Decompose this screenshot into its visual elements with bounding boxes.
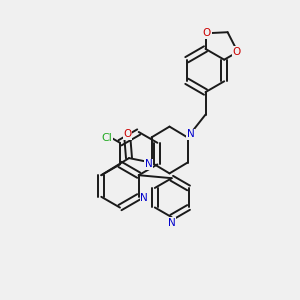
- Text: N: N: [145, 159, 152, 169]
- Text: N: N: [187, 129, 194, 140]
- Text: N: N: [140, 193, 148, 203]
- Text: O: O: [203, 28, 211, 38]
- Text: N: N: [168, 218, 176, 228]
- Text: Cl: Cl: [102, 133, 112, 143]
- Text: O: O: [232, 47, 240, 57]
- Text: O: O: [123, 129, 132, 139]
